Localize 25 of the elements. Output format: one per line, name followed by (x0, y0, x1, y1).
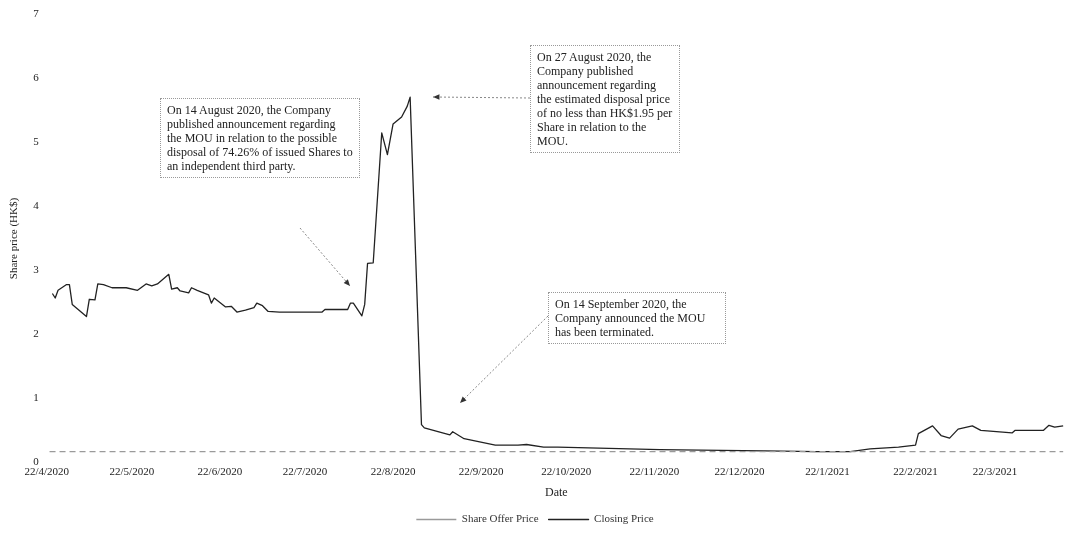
x-tick-label: 22/5/2020 (109, 464, 155, 477)
y-tick-label: 6 (33, 71, 40, 84)
x-tick-label: 22/1/2021 (805, 464, 850, 477)
legend-label: Closing Price (594, 512, 654, 525)
x-tick-label: 22/10/2020 (541, 464, 592, 477)
x-tick-label: 22/9/2020 (458, 464, 504, 477)
annotation: On 27 August 2020, the Company published announcement regarding the estimated disposal price of no less than HK$1.95 per Share in relation to the MOU. (530, 45, 680, 153)
y-tick-label: 7 (33, 7, 40, 20)
y-axis-title: Share price (HK$) (7, 197, 21, 280)
x-tick-label: 22/2/2021 (893, 464, 938, 477)
legend-label: Share Offer Price (461, 512, 539, 525)
x-tick-label: 22/6/2020 (197, 464, 243, 477)
y-tick-label: 3 (33, 263, 40, 276)
x-tick-label: 22/12/2020 (714, 464, 766, 477)
x-tick-label: 22/3/2021 (972, 464, 1018, 477)
x-axis-title: Date (545, 484, 568, 499)
annotation: On 14 August 2020, the Company published announcement regarding the MOU in relation to the possible disposal of 74.26% of issued Shares to an independent third party. (160, 98, 360, 178)
x-tick-label: 22/7/2020 (282, 464, 328, 477)
x-tick-label: 22/8/2020 (370, 464, 416, 477)
y-tick-label: 2 (33, 327, 39, 340)
annotation: On 14 September 2020, the Company announced the MOU has been terminated. (548, 292, 726, 344)
y-tick-label: 4 (33, 199, 40, 212)
x-tick-label: 22/11/2020 (629, 464, 680, 477)
y-tick-label: 1 (33, 391, 39, 404)
y-tick-label: 5 (33, 135, 40, 148)
